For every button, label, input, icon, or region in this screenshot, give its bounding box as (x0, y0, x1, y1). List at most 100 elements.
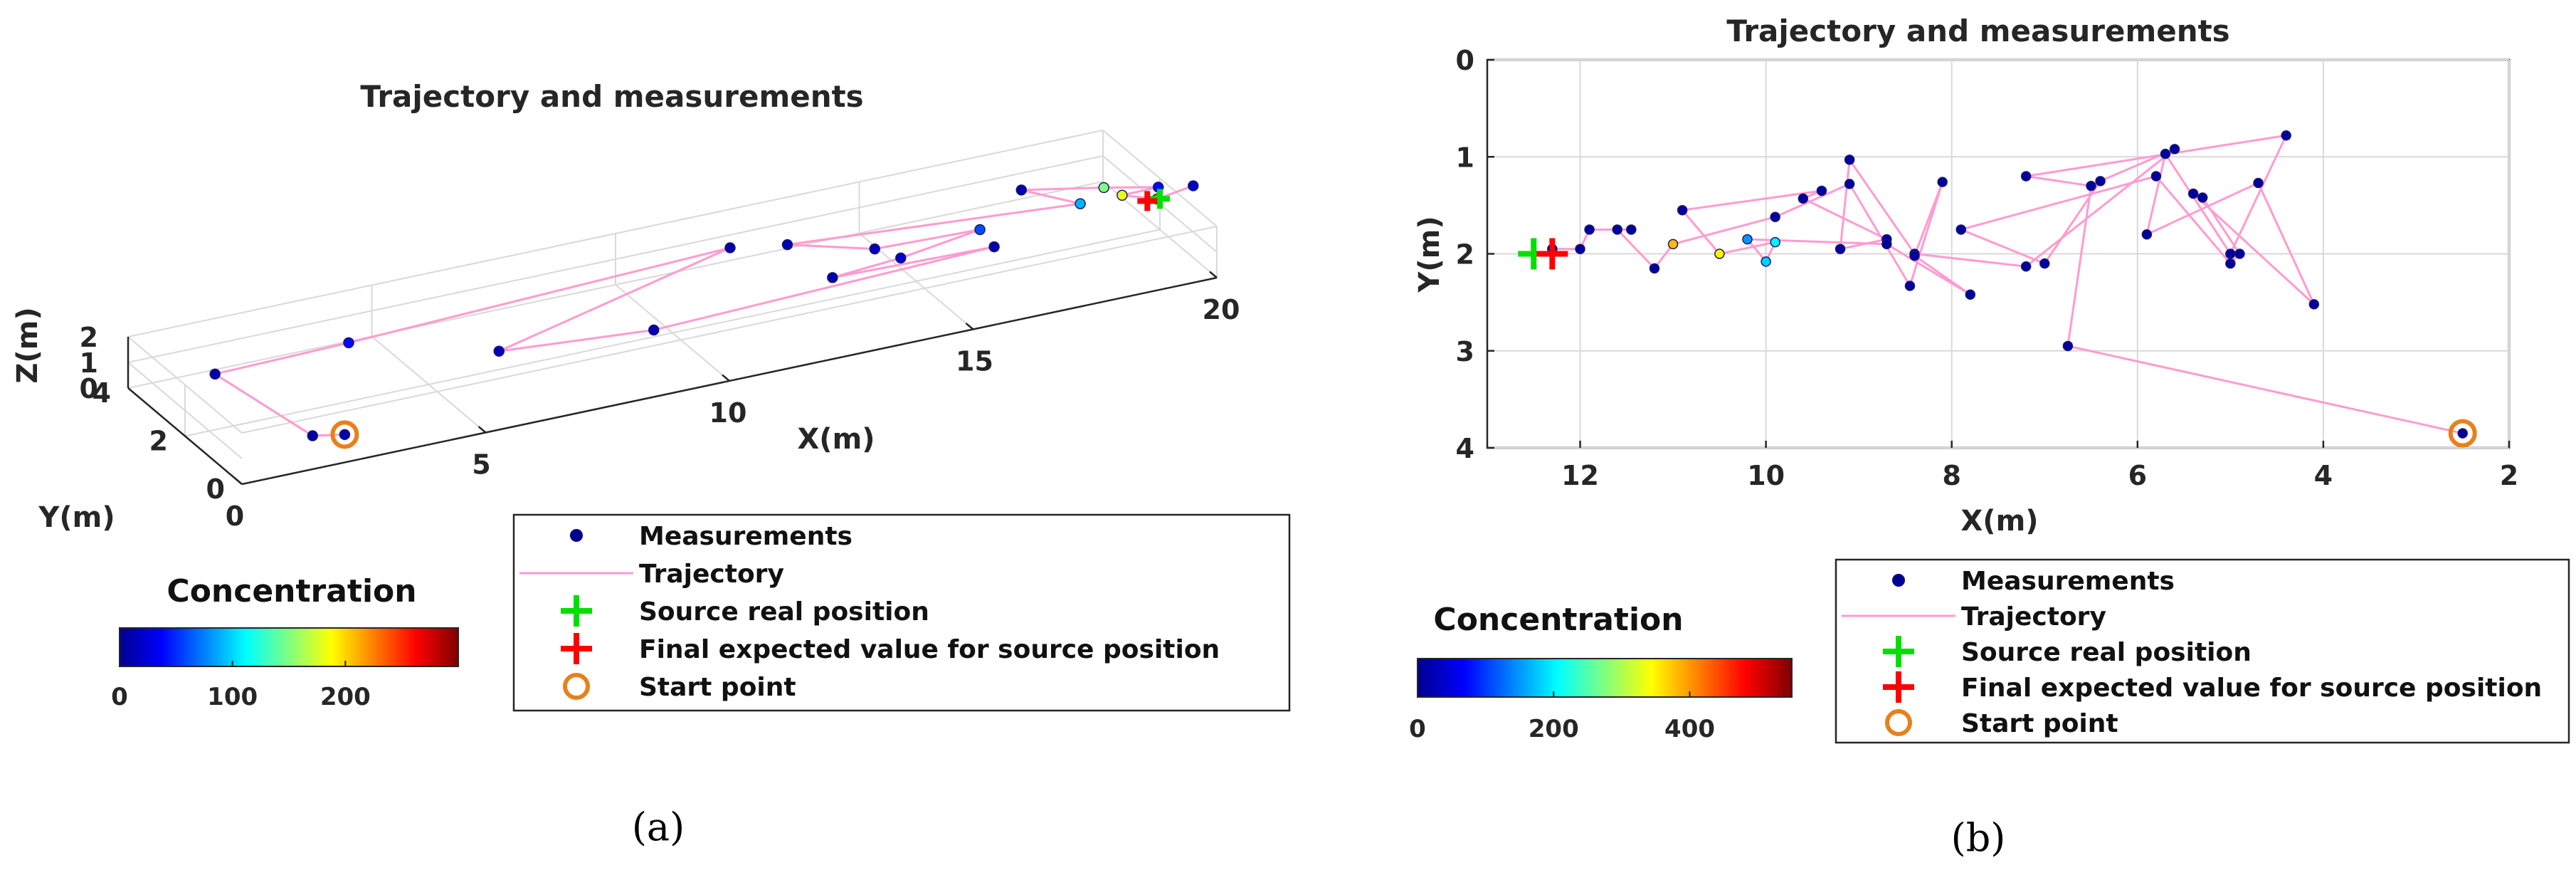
measurement-a-point (1098, 182, 1109, 194)
colorbar-b-tick-1: 200 (1529, 715, 1579, 743)
measurement-b-point (1649, 263, 1660, 274)
measurement-b-point (2062, 340, 2074, 352)
box-a-edge-8 (241, 226, 1218, 434)
chart-a-trajectory (212, 184, 1194, 437)
tick-a-x-mark-3 (965, 323, 974, 330)
colorbar-b-tick-2: 400 (1664, 715, 1715, 743)
tick-a-x-3: 15 (956, 346, 993, 377)
panel-b: Trajectory and measurements 12 10 8 6 4 20123… (1409, 14, 2570, 860)
tick-b-y-3: 3 (1456, 336, 1474, 367)
measurement-b-point (1937, 177, 1948, 187)
tick-a-y-0: 0 (206, 473, 225, 505)
tick-a-x-mark-4 (1209, 271, 1218, 278)
axis-a-y (127, 387, 243, 485)
measurement-a-point (1015, 184, 1028, 196)
box-a-edge-0 (127, 181, 1104, 389)
measurement-b-point (2020, 261, 2032, 272)
legend-swatch-measurements (570, 529, 583, 542)
measurement-a-point (974, 224, 986, 236)
tick-a-x-4: 20 (1203, 294, 1240, 325)
measurement-b-point (2020, 171, 2032, 182)
legend-a-box (512, 513, 1291, 712)
measurement-b-point (1909, 250, 1920, 261)
legend-b-box (1835, 558, 2570, 744)
colorbar-a-ticks: 0 100 200 (111, 661, 371, 711)
legend-label-source: Source real position (639, 597, 929, 627)
measurement-a-point (1188, 180, 1199, 192)
measurement-b-point (2225, 248, 2236, 259)
measurement-a-point (827, 272, 838, 283)
measurement-b-point (2150, 171, 2162, 182)
caption-b: (b) (1951, 815, 2006, 860)
tick-a-x-0: 0 (226, 501, 244, 532)
tick-b-x-3: 6 (2128, 460, 2147, 491)
colorbar-a (119, 627, 459, 667)
measurement-b-point (2308, 299, 2320, 310)
colorbar-b-ticks: 0 200 400 (1409, 691, 1715, 743)
measurement-b-point (1667, 239, 1679, 250)
tick-b-y-4: 4 (1456, 433, 1474, 464)
legend-b: Measurements Trajectory Source real positi… (1835, 558, 2570, 744)
colorbar-b (1417, 658, 1793, 698)
tick-a-y-1: 2 (149, 426, 168, 457)
measurement-a-point (307, 430, 319, 441)
tick-a-z-1: 1 (80, 347, 98, 379)
chart-b-title: Trajectory and measurements (1726, 14, 2229, 48)
tick-a-x-mark-2 (722, 374, 730, 382)
start-point-a (330, 420, 359, 449)
chart-a-xlabel: X(m) (797, 423, 875, 456)
measurement-a-point (895, 252, 907, 264)
measurement-a-point (781, 239, 793, 251)
caption-a: (a) (632, 805, 685, 849)
legend-label-expected: Final expected value for source position (639, 635, 1220, 664)
tick-b-x-0: 12 (1561, 460, 1599, 491)
measurement-a-point (869, 243, 880, 255)
legend-label-source: Source real position (1961, 638, 2252, 667)
measurement-b-point (1761, 256, 1771, 267)
chart-a-markers (330, 189, 1170, 449)
measurement-b-point (1965, 289, 1976, 300)
measurement-b-point (1955, 224, 1967, 235)
legend-a: Measurements Trajectory Source real positi… (512, 513, 1291, 712)
legend-swatch-expected (561, 633, 592, 664)
chart-a-measurements (209, 180, 1199, 441)
measurement-b-point (2039, 258, 2050, 269)
measurement-b-point (1677, 204, 1688, 216)
grid-a-z1-side (127, 362, 243, 459)
measurement-a-point (493, 345, 505, 357)
measurement-b-point (1770, 211, 1780, 222)
tick-a-y-2: 4 (93, 377, 111, 409)
colorbar-a-tick-1: 100 (207, 683, 258, 711)
measurement-b-point (2281, 130, 2291, 141)
measurement-a-point (209, 368, 221, 380)
measurement-a-point (648, 324, 660, 336)
measurement-b-point (2253, 177, 2264, 189)
measurement-b-point (1612, 224, 1623, 235)
chart-a-title: Trajectory and measurements (360, 79, 863, 114)
grid-a-y-floor (184, 229, 1161, 437)
measurement-a-point (343, 337, 354, 349)
measurement-b-point (1714, 248, 1725, 259)
tick-b-y-0: 0 (1456, 45, 1474, 76)
legend-swatch-start (563, 673, 590, 700)
legend-label-measurements: Measurements (1961, 567, 2175, 596)
legend-swatch-source (561, 595, 592, 627)
measurement-b-point (1816, 185, 1827, 197)
colorbar-a-tick-2: 200 (320, 683, 371, 711)
panel-a: Trajectory and measurements 051015200240… (11, 79, 1291, 849)
measurement-b-point (1575, 243, 1585, 254)
legend-swatch-start (1885, 709, 1912, 736)
legend-label-trajectory: Trajectory (639, 560, 784, 589)
measurement-a-point (1075, 198, 1086, 209)
tick-a-x-mark-1 (477, 426, 487, 434)
tick-a-z-2: 2 (80, 322, 98, 353)
legend-swatch-measurements (1892, 574, 1905, 587)
colorbar-a-tick-0: 0 (111, 683, 128, 711)
chart-a-zlabel: Z(m) (11, 307, 44, 383)
tick-a-x-2: 10 (709, 397, 747, 429)
measurement-b-point (2086, 180, 2096, 192)
tick-a-x-mark-0 (234, 477, 243, 485)
tick-b-y-1: 1 (1456, 142, 1474, 173)
colorbar-b-tick-0: 0 (1409, 715, 1426, 743)
